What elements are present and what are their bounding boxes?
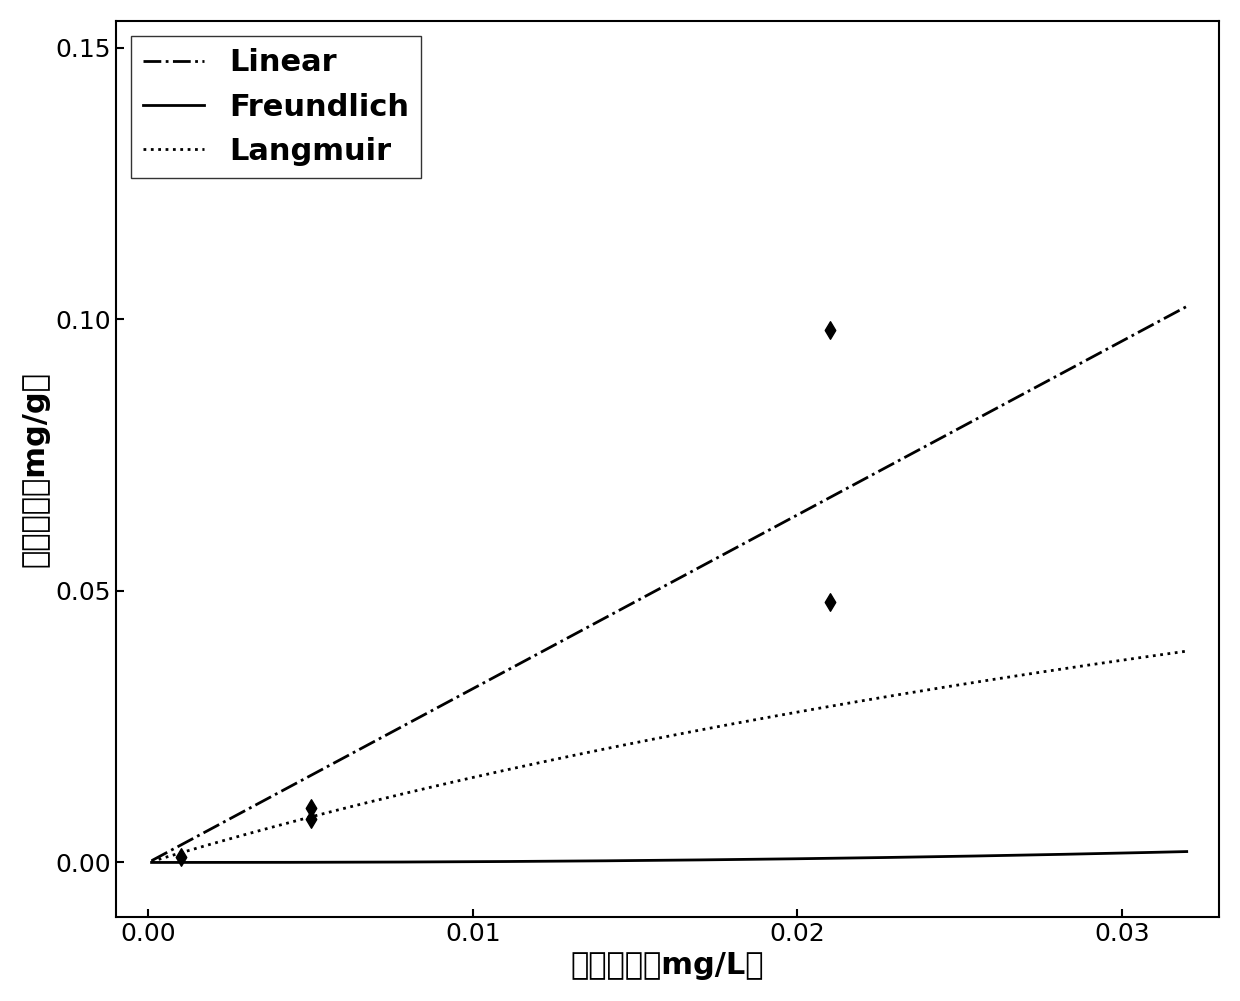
Point xyxy=(171,849,191,865)
Freundlich xyxy=(992,850,1007,862)
Linear xyxy=(704,555,719,567)
Linear xyxy=(992,400,1007,412)
Langmuir xyxy=(760,712,775,724)
Line: Freundlich: Freundlich xyxy=(151,852,1187,863)
Linear xyxy=(1179,300,1194,312)
Line: Langmuir: Langmuir xyxy=(151,651,1187,862)
Freundlich xyxy=(704,854,719,866)
X-axis label: 平衡浓度（mg/L）: 平衡浓度（mg/L） xyxy=(570,951,764,980)
Freundlich xyxy=(144,857,159,869)
Y-axis label: 吸附浓度（mg/g）: 吸附浓度（mg/g） xyxy=(21,370,50,567)
Freundlich xyxy=(1179,846,1194,858)
Point xyxy=(820,594,839,610)
Linear xyxy=(636,592,651,604)
Langmuir xyxy=(1179,645,1194,657)
Linear xyxy=(1154,313,1169,325)
Freundlich xyxy=(760,853,775,865)
Langmuir xyxy=(704,722,719,734)
Langmuir xyxy=(642,734,657,746)
Point xyxy=(300,800,320,816)
Legend: Linear, Freundlich, Langmuir: Linear, Freundlich, Langmuir xyxy=(131,36,422,178)
Linear xyxy=(760,525,775,537)
Freundlich xyxy=(642,855,657,867)
Linear xyxy=(642,589,657,601)
Linear xyxy=(144,855,159,867)
Langmuir xyxy=(144,856,159,868)
Point xyxy=(300,811,320,827)
Langmuir xyxy=(992,673,1007,685)
Langmuir xyxy=(636,735,651,747)
Line: Linear: Linear xyxy=(151,306,1187,861)
Langmuir xyxy=(1154,649,1169,661)
Point xyxy=(820,322,839,338)
Freundlich xyxy=(636,855,651,867)
Freundlich xyxy=(1154,846,1169,858)
